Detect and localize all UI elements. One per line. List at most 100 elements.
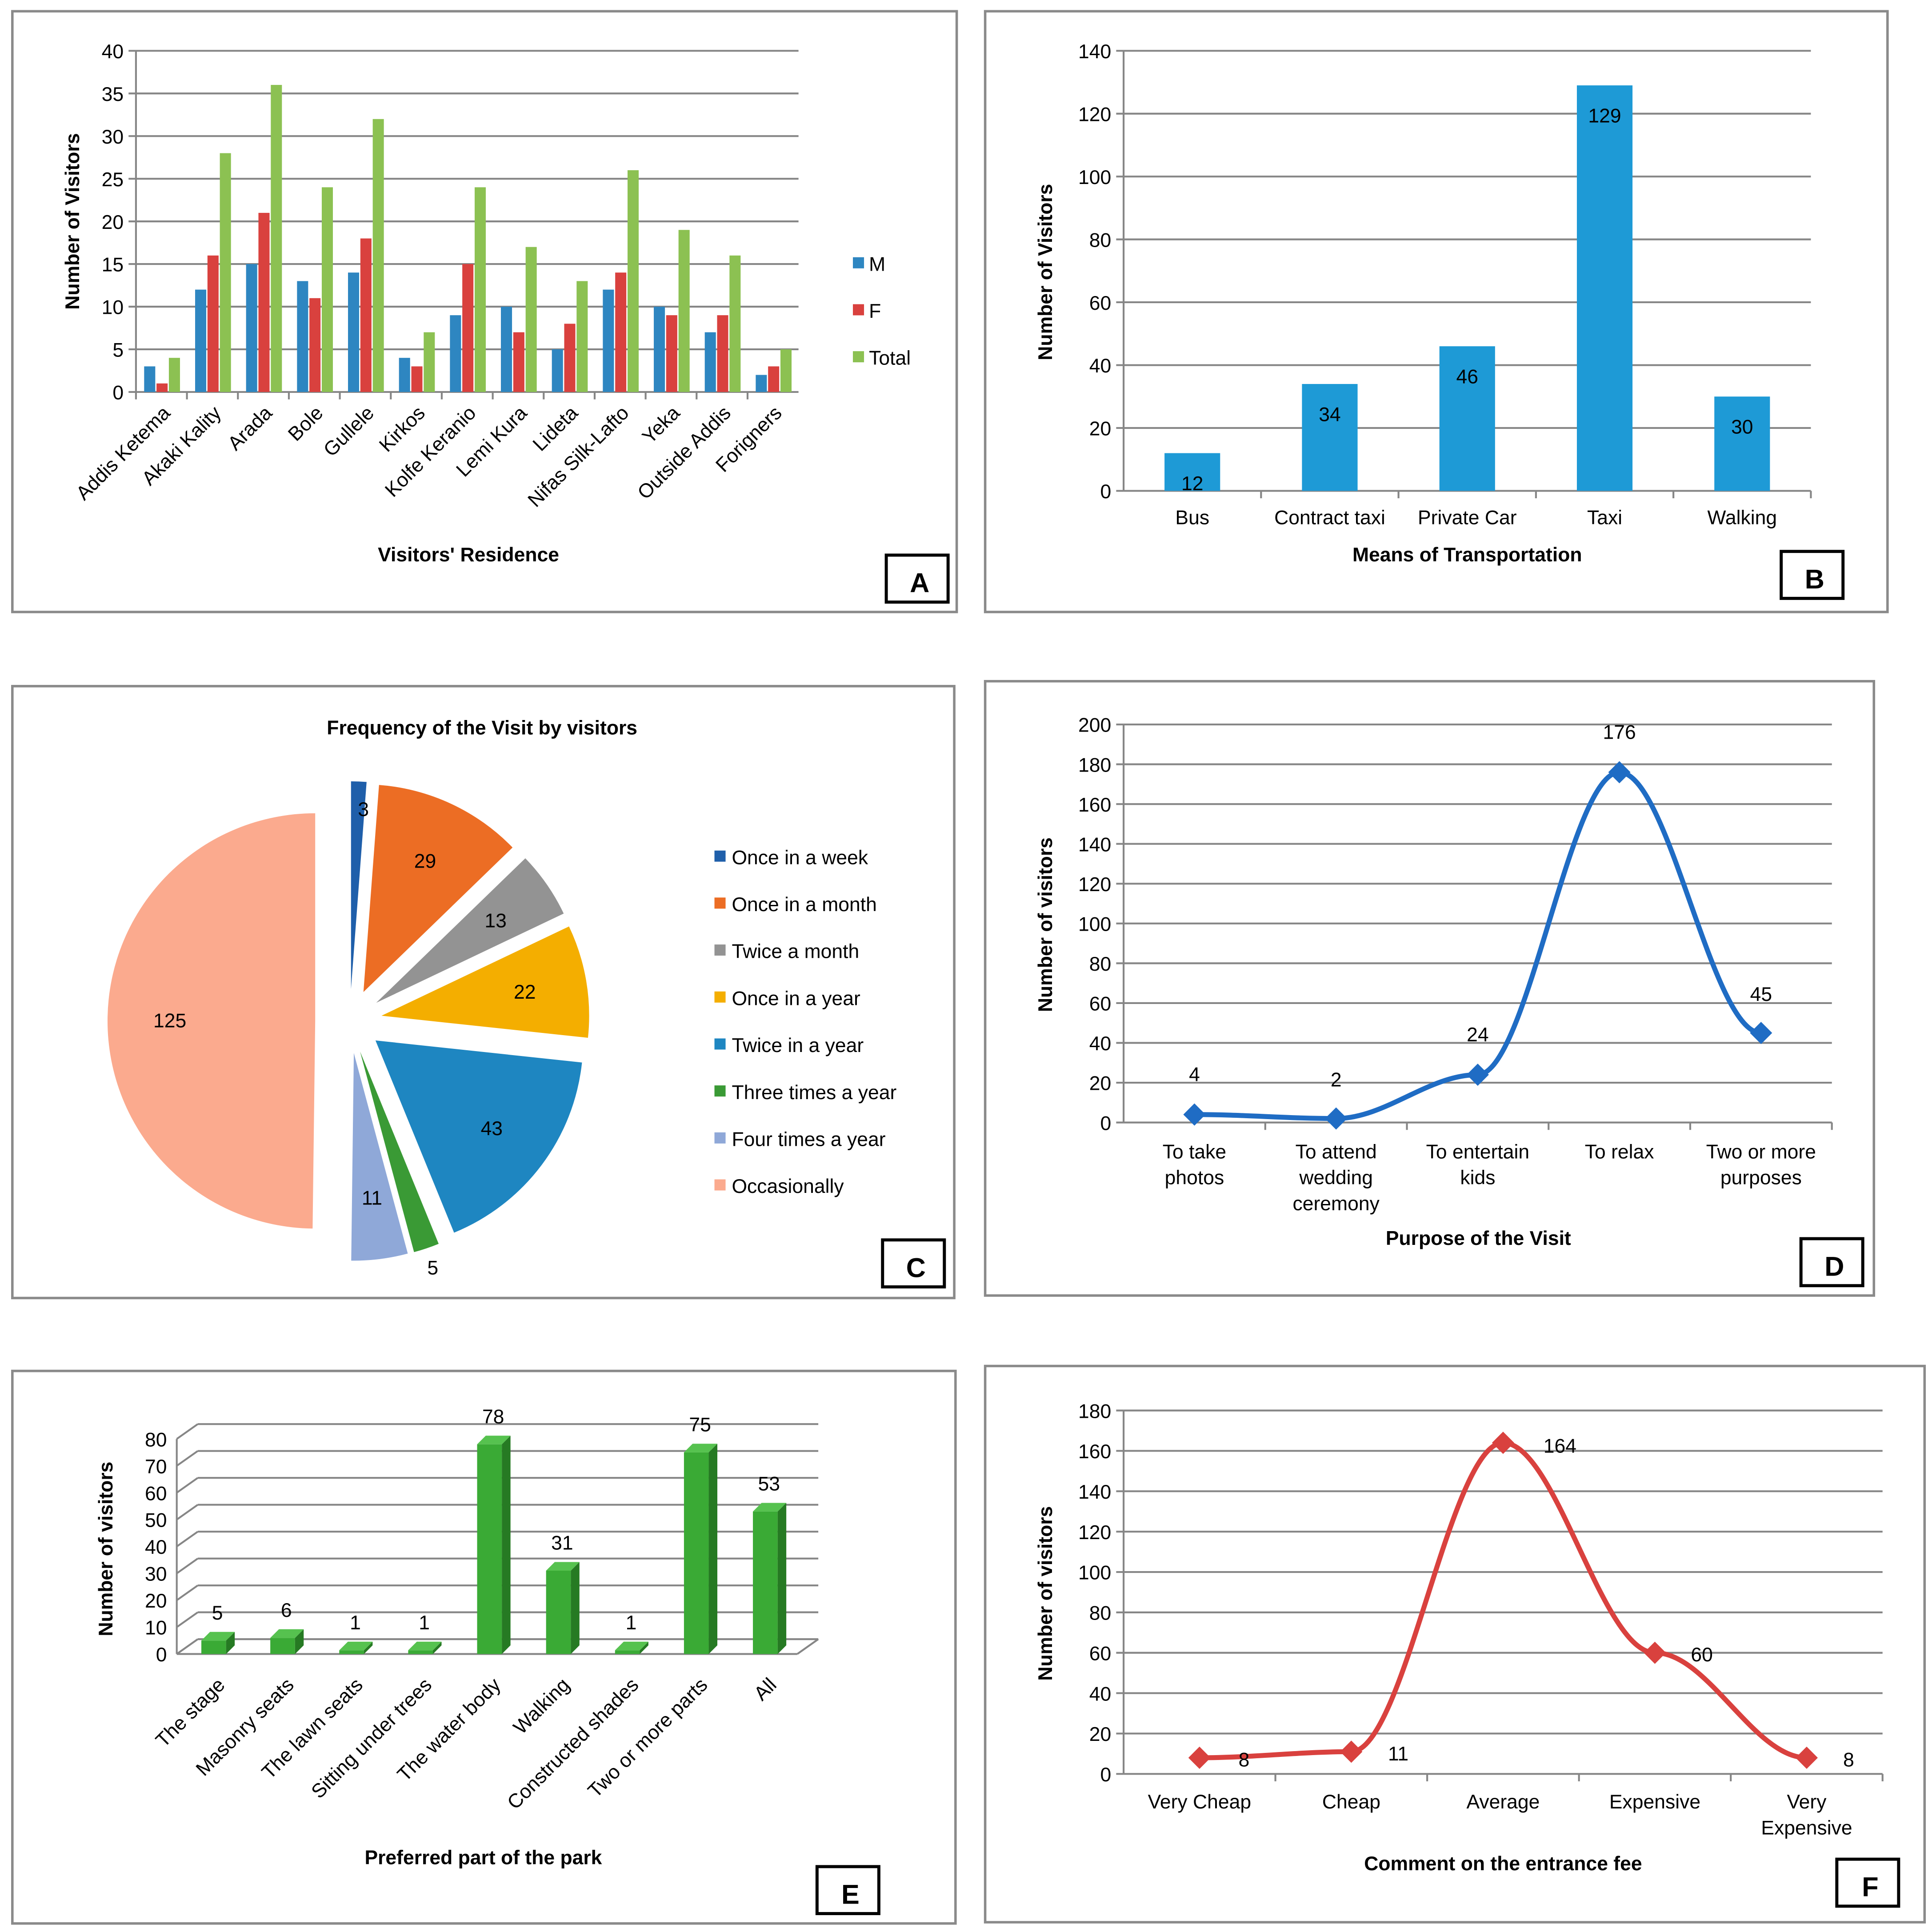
bar-total [576,281,588,392]
bar-total [321,187,333,392]
bar [1439,346,1495,491]
y-tick-label: 100 [1078,914,1111,936]
data-label: 176 [1603,721,1636,743]
legend-label: Twice in a year [732,1035,864,1056]
bar [1714,396,1770,491]
legend-label: Once in a year [732,988,860,1009]
bar-side [226,1632,235,1654]
bar-m [603,289,614,392]
data-label: 5 [427,1257,438,1279]
y-tick-label: 20 [1089,1073,1111,1095]
y-tick-label: 0 [1100,1764,1112,1786]
x-axis-title: Means of Transportation [1352,544,1582,566]
bar-f [666,315,677,392]
bar-m [450,315,461,392]
data-label: 1 [626,1612,637,1634]
bar-m [246,264,257,392]
data-label: 5 [212,1602,223,1624]
bar-f [462,264,474,392]
bar-side [433,1641,442,1654]
y-tick-label: 40 [1089,1683,1111,1705]
x-tick-label: Expensive [1761,1817,1852,1839]
data-label: 8 [1843,1749,1854,1771]
x-tick-label: kids [1460,1167,1495,1189]
y-tick-label: 25 [102,169,124,191]
data-label: 125 [153,1010,186,1032]
y-tick-label: 0 [1100,481,1112,503]
legend-swatch [714,897,726,909]
y-tick-label: 60 [145,1483,167,1504]
data-label: 11 [362,1187,382,1209]
bar-total [627,170,639,392]
legend-label: Total [869,348,911,369]
bar-total [271,85,282,392]
x-axis-title: Preferred part of the park [364,1847,602,1868]
x-tick-label: Taxi [1587,507,1622,529]
y-axis-title: Number of visitors [95,1462,117,1636]
bar [1576,85,1633,491]
bar-side [364,1641,373,1654]
bar-top [684,1444,718,1452]
bar-top [477,1436,511,1444]
panel-label-box [1799,1237,1864,1288]
bar [339,1650,364,1654]
bar-f [513,332,524,392]
panel-d-purpose-chart: D 0 20 40 60 80 100 120 140 160 180 200 4 To take phot… [984,680,1876,1297]
data-label: 6 [281,1600,292,1621]
bar-f [564,324,576,392]
y-tick-label: 20 [1089,418,1111,440]
panel-frame [984,10,1889,613]
y-tick-label: 30 [145,1564,167,1585]
data-label: 75 [689,1414,711,1436]
y-tick-label: 80 [145,1429,167,1451]
bar-side [777,1503,787,1654]
y-tick-label: 5 [112,340,124,361]
bar-m [399,358,410,392]
bar-total [678,230,690,392]
panel-frame [984,1364,1926,1924]
y-tick-label: 180 [1078,1400,1111,1422]
depth-line [176,1557,199,1574]
panel-label-box [815,1865,880,1916]
y-tick-label: 20 [145,1590,167,1612]
y-tick-label: 10 [102,297,124,319]
y-tick-label: 160 [1078,1441,1111,1463]
legend-swatch [714,850,726,862]
y-tick-label: 40 [1089,355,1111,377]
y-tick-label: 120 [1078,874,1111,896]
data-point [1492,1432,1514,1454]
pie-slice [363,785,513,992]
legend-swatch [714,1038,726,1050]
series-line [1194,769,1762,1121]
bar-top [408,1641,442,1651]
legend-label: Twice a month [732,941,859,963]
y-tick-label: 80 [1089,1603,1111,1624]
y-axis-title: Number of Visitors [1035,184,1056,360]
data-label: 60 [1691,1644,1712,1666]
data-label: 164 [1544,1436,1576,1457]
depth-line [176,1504,199,1520]
y-tick-label: 20 [102,212,124,233]
legend-swatch [714,1085,726,1097]
data-point [1188,1746,1211,1769]
y-tick-label: 70 [145,1456,167,1478]
bar-m [756,375,767,392]
data-point [1340,1740,1363,1763]
legend-label: Once in a month [732,894,876,916]
bar [1164,453,1220,491]
depth-line [176,1611,199,1628]
bar [408,1650,433,1654]
bar-f [360,238,372,392]
y-tick-label: 180 [1078,754,1111,776]
bar [615,1650,640,1654]
x-tick-label: Walking [1708,507,1777,529]
legend-label: M [869,253,885,275]
panel-label-box [1835,1857,1900,1908]
data-point [1466,1064,1489,1086]
pie-slice [381,926,589,1038]
y-tick-label: 10 [145,1617,167,1639]
bar-total [729,255,741,392]
x-tick-label: Cheap [1322,1791,1380,1813]
pie-slice [375,1040,582,1233]
y-tick-label: 200 [1078,715,1111,736]
